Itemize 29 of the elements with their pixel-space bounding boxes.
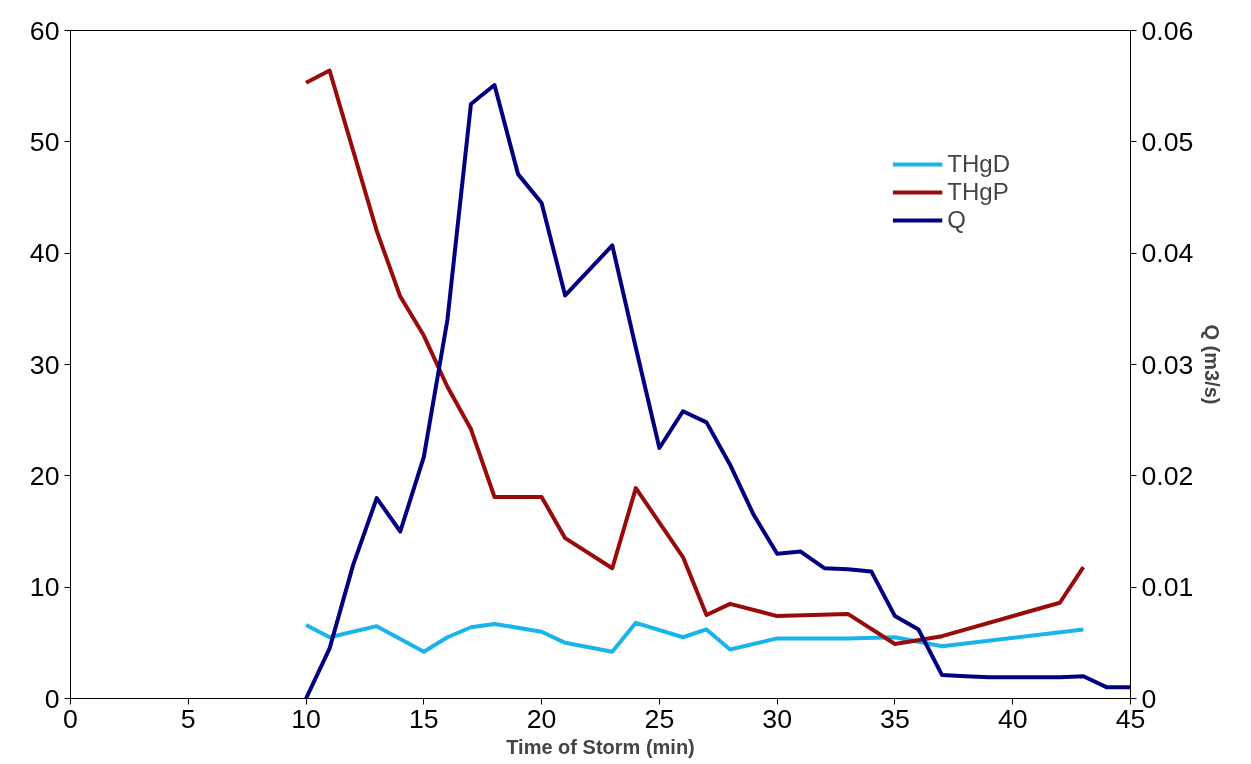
x-tick-label: 5: [180, 703, 196, 734]
legend-label: THgD: [947, 150, 1010, 178]
y-tick-label: 0: [44, 683, 60, 714]
x-tick-label: 30: [762, 703, 792, 734]
x-tick-label: 40: [997, 703, 1028, 734]
y2-tick-label: 0.02: [1141, 460, 1194, 491]
x-tick-label: 20: [526, 703, 557, 734]
x-tick-label: 15: [409, 703, 439, 734]
x-tick-label: 35: [880, 703, 910, 734]
legend-label: Q: [947, 206, 967, 234]
y-tick-label: 20: [29, 460, 60, 491]
line-series: [304, 68, 1086, 646]
y-tick-label: 60: [29, 15, 60, 46]
x-tick-label: 25: [644, 703, 675, 734]
y2-tick-label: 0.04: [1141, 238, 1194, 269]
y2-tick-label: 0.06: [1141, 15, 1194, 46]
y2-tick-label: 0.01: [1141, 572, 1194, 603]
y-tick-label: 30: [29, 349, 60, 380]
y-tick-label: 50: [29, 126, 60, 157]
x-axis-title: Time of Storm (min): [506, 735, 695, 758]
x-tick-label: 10: [291, 703, 321, 734]
legend-label: THgP: [947, 178, 1009, 206]
y2-axis-title: Q (m3/s): [1201, 324, 1224, 405]
y2-tick-label: 0.05: [1141, 126, 1194, 157]
y-tick-label: 40: [29, 238, 60, 269]
y2-tick-label: 0.03: [1141, 349, 1194, 380]
line-series: [304, 620, 1086, 654]
line-series: [304, 83, 1131, 699]
y-tick-label: 10: [29, 572, 60, 603]
